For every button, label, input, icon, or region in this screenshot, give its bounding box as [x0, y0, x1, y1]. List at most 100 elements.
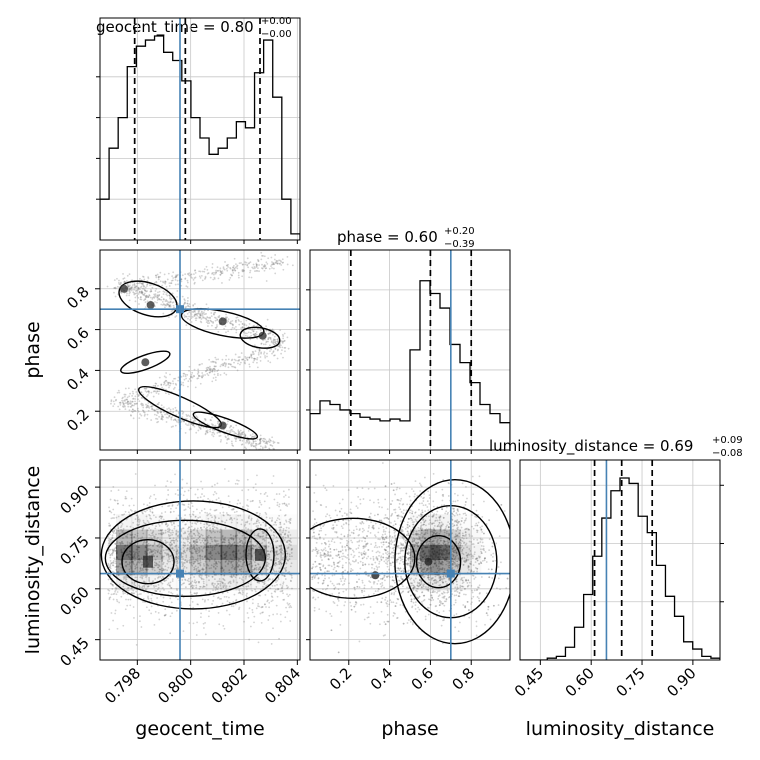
lumdist-geocent-sample [180, 583, 183, 586]
lumdist-geocent-sample [108, 597, 111, 599]
phase-geocent-sample [147, 390, 150, 393]
lumdist-geocent-sample [278, 505, 281, 508]
lumdist-geocent-sample [150, 551, 153, 554]
lumdist-geocent-sample [117, 502, 119, 505]
lumdist-geocent-sample [213, 566, 215, 568]
lumdist-geocent-sample [108, 566, 111, 569]
lumdist-geocent-sample [192, 556, 195, 559]
phase-geocent-sample [214, 361, 217, 364]
phase-geocent-sample [165, 293, 168, 296]
lumdist-geocent-sample [122, 585, 125, 588]
lumdist-geocent-sample [228, 596, 230, 599]
lumdist-geocent-sample [209, 546, 212, 549]
lumdist-geocent-density-cell [175, 544, 193, 560]
lumdist-geocent-sample [217, 596, 220, 599]
phase-geocent-sample [216, 431, 219, 434]
lumdist-geocent-sample [114, 542, 116, 545]
phase-geocent-sample [140, 282, 143, 285]
lumdist-geocent-sample [122, 542, 124, 545]
lumdist-geocent-sample [249, 583, 252, 586]
lumdist-geocent-sample [288, 555, 291, 558]
lumdist-geocent-sample [196, 570, 199, 573]
lumdist-geocent-sample [241, 506, 244, 508]
phase-geocent-sample [197, 377, 200, 380]
lumdist-geocent-sample [188, 526, 190, 529]
lumdist-geocent-sample [158, 565, 161, 568]
phase-geocent-sample [137, 409, 139, 412]
phase-geocent-sample [165, 392, 167, 395]
lumdist-geocent-sample [237, 559, 240, 562]
lumdist-geocent-sample [158, 618, 161, 621]
lumdist-geocent-sample [243, 541, 246, 544]
phase-geocent-sample [229, 426, 231, 429]
lumdist-geocent-sample [144, 545, 147, 548]
phase-geocent-sample [222, 364, 224, 367]
phase-geocent-sample [259, 356, 262, 358]
lumdist-geocent-sample [110, 582, 113, 585]
phase-geocent-sample [167, 301, 170, 304]
phase-geocent-sample [231, 430, 234, 433]
phase-geocent-sample [253, 333, 256, 336]
phase-geocent-sample [148, 392, 150, 394]
lumdist-geocent-sample [165, 522, 168, 525]
lumdist-geocent-sample [188, 526, 190, 529]
phase-geocent-sample [160, 418, 163, 420]
lumdist-geocent-sample [242, 581, 245, 584]
phase-geocent-sample [173, 306, 176, 309]
phase-geocent-sample [157, 412, 159, 415]
lumdist-geocent-sample [274, 574, 277, 576]
phase-geocent-sample [164, 280, 166, 283]
lumdist-geocent-sample [238, 564, 241, 567]
lumdist-geocent-sample [244, 521, 247, 524]
phase-geocent-sample [189, 428, 192, 431]
phase-geocent-sample [172, 419, 175, 421]
lumdist-geocent-sample [167, 552, 169, 555]
lumdist-geocent-sample [158, 552, 161, 554]
lumdist-geocent-sample [197, 569, 200, 572]
lumdist-geocent-sample [270, 595, 273, 598]
lumdist-geocent-density-cell [175, 529, 193, 545]
phase-geocent-sample [243, 361, 246, 364]
phase-geocent-sample [131, 284, 134, 287]
lumdist-geocent-sample [134, 553, 136, 556]
title-lumdist-plus: +0.09 [712, 435, 743, 446]
lumdist-geocent-sample [269, 534, 272, 537]
lumdist-geocent-sample [218, 623, 221, 626]
phase-geocent-sample [174, 418, 177, 421]
phase-geocent-sample [213, 360, 215, 363]
lumdist-geocent-sample [163, 614, 166, 617]
lumdist-geocent-sample [171, 504, 174, 506]
lumdist-geocent-sample [232, 579, 235, 582]
phase-geocent-sample [143, 278, 146, 281]
phase-geocent-sample [211, 431, 214, 434]
phase-geocent-sample [211, 360, 214, 363]
phase-geocent-sample [160, 384, 163, 386]
phase-geocent-sample [241, 270, 244, 272]
lumdist-geocent-sample [273, 590, 276, 593]
lumdist-geocent-sample [199, 516, 201, 518]
lumdist-geocent-sample [288, 520, 290, 523]
lumdist-phase-sample [354, 603, 357, 606]
lumdist-geocent-sample [230, 518, 232, 520]
lumdist-geocent-sample [268, 507, 271, 509]
phase-geocent-sample [175, 276, 178, 278]
lumdist-geocent-sample [244, 538, 247, 541]
phase-geocent-sample [255, 331, 258, 333]
lumdist-geocent-sample [205, 523, 208, 525]
lumdist-geocent-sample [192, 544, 195, 547]
lumdist-geocent-sample [145, 568, 148, 571]
phase-geocent-sample [123, 281, 126, 283]
lumdist-geocent-sample [259, 547, 262, 550]
phase-geocent-sample [242, 269, 245, 271]
phase-geocent-sample [143, 288, 145, 290]
phase-geocent-sample [198, 310, 200, 313]
phase-geocent-sample [141, 291, 144, 294]
lumdist-geocent-sample [265, 534, 268, 537]
lumdist-geocent-sample [288, 488, 290, 491]
phase-geocent-sample [230, 328, 233, 331]
lumdist-geocent-sample [111, 564, 114, 567]
phase-geocent-sample [199, 313, 202, 316]
lumdist-geocent-sample [186, 498, 188, 501]
phase-geocent-sample [147, 402, 150, 404]
lumdist-phase-sample [454, 500, 457, 503]
